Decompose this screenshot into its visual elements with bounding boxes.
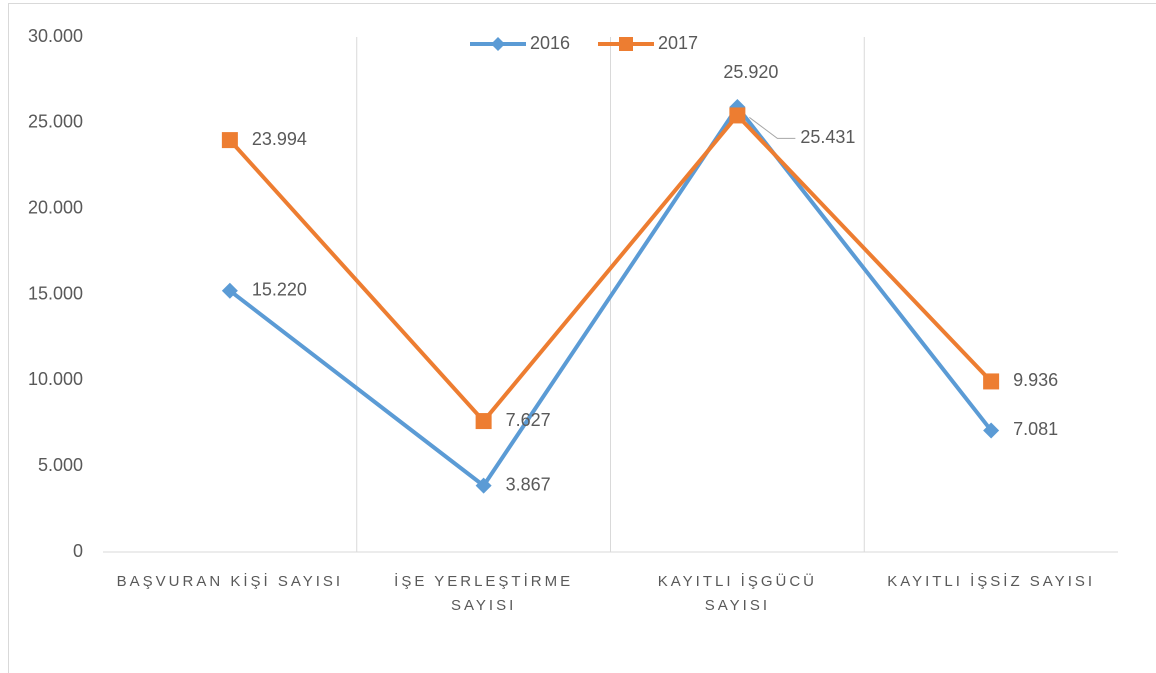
data-point: [729, 107, 746, 124]
y-tick-label: 0: [73, 541, 83, 561]
data-point: [983, 422, 1000, 439]
data-point: [983, 373, 1000, 390]
leader-line: [749, 117, 796, 139]
data-label: 3.867: [506, 474, 551, 494]
y-tick-label: 25.000: [28, 112, 83, 132]
y-tick-label: 30.000: [28, 26, 83, 46]
series-line: [228, 105, 993, 488]
legend-marker: [491, 37, 505, 51]
data-label: 15.220: [252, 279, 307, 299]
data-label: 9.936: [1013, 370, 1058, 390]
y-tick-label: 20.000: [28, 197, 83, 217]
data-label: 23.994: [252, 129, 307, 149]
y-tick-label: 10.000: [28, 369, 83, 389]
y-tick-label: 5.000: [38, 455, 83, 475]
y-tick-label: 15.000: [28, 283, 83, 303]
x-tick-label: KAYITLI İŞGÜCÜ SAYISI: [657, 573, 817, 614]
x-tick-label: İŞE YERLEŞTİRME SAYISI: [394, 573, 574, 614]
x-tick-label: BAŞVURAN KİŞİ SAYISI: [116, 573, 344, 590]
data-point: [221, 282, 238, 299]
data-point: [221, 132, 238, 149]
x-tick-label: KAYITLI İŞSİZ SAYISI: [887, 573, 1096, 590]
series-line: [228, 113, 993, 424]
data-label: 7.627: [506, 410, 551, 430]
chart-border: [8, 3, 1156, 673]
data-point: [475, 413, 492, 430]
legend-label: 2016: [530, 33, 570, 53]
legend-marker: [619, 37, 633, 51]
data-point: [475, 477, 492, 494]
legend-label: 2017: [658, 33, 698, 53]
data-label: 25.920: [723, 62, 778, 82]
data-label: 7.081: [1013, 419, 1058, 439]
data-label: 25.431: [800, 127, 855, 147]
